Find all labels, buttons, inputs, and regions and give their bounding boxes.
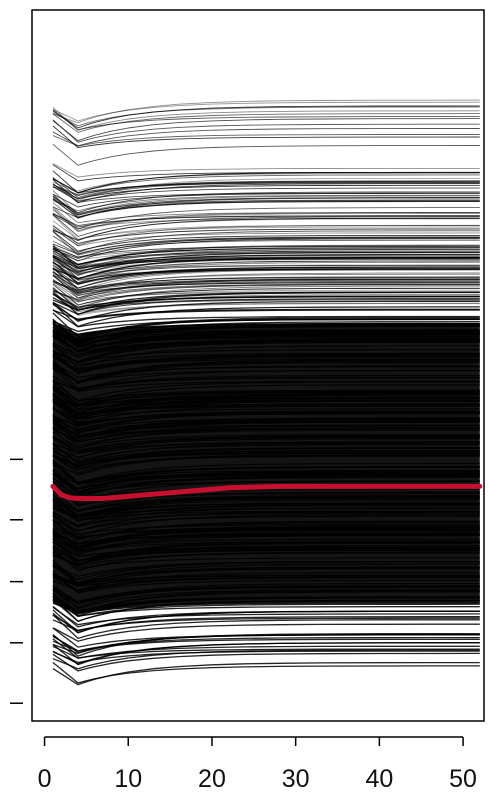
background-line [52,642,480,665]
background-line [52,257,480,279]
background-line [52,163,480,178]
background-line [52,260,480,280]
background-line [52,214,480,238]
background-line [52,290,480,315]
background-line [52,191,480,214]
background-line [52,134,480,147]
background-line [52,267,480,291]
x-tick-label: 10 [114,765,142,793]
background-line [52,231,480,256]
background-line [52,262,480,282]
x-tick-label: 0 [38,765,52,793]
background-line [52,291,480,311]
background-line [52,254,480,275]
background-line [52,283,480,306]
background-line [52,635,480,652]
background-line [52,303,480,321]
background-line [52,225,480,247]
background-line [52,198,480,218]
background-line [52,101,480,122]
background-line [52,128,480,147]
background-line [52,170,480,194]
background-line [52,256,480,269]
background-line [52,261,480,284]
background-line [52,274,480,294]
background-dense-core [52,322,480,615]
background-line [52,245,480,259]
background-line [52,215,480,240]
background-line [52,286,480,310]
background-line [52,318,480,333]
background-line [52,291,480,311]
background-line [52,192,480,208]
x-tick-label: 20 [198,765,226,793]
background-line [52,623,480,642]
background-line [52,645,480,659]
background-line [52,106,480,127]
background-line [52,193,480,218]
background-line [52,207,480,232]
background-line [52,245,480,269]
background-line [52,190,480,215]
background-line [52,288,480,306]
background-line [52,614,480,640]
background-line [52,279,480,300]
background-line [52,287,480,311]
highlight-series [50,483,483,501]
background-line [52,283,480,301]
background-line [52,661,480,686]
background-series [52,99,480,686]
background-line [52,266,480,285]
background-line [52,271,480,296]
background-line [52,609,480,634]
background-line [52,186,480,202]
background-line [52,250,480,265]
background-line [52,183,480,204]
background-line [52,302,480,328]
background-line [52,632,480,657]
background-line [52,177,480,198]
background-line [52,270,480,293]
y-axis [10,458,23,704]
background-line [52,125,480,149]
background-line [52,230,480,253]
background-line [52,254,480,273]
plot-frame [31,9,485,722]
background-line [52,143,480,166]
background-line [52,225,480,244]
background-line [52,255,480,272]
background-line [52,119,480,143]
background-line [52,293,480,313]
background-line [52,264,480,279]
background-line [52,217,480,241]
highlight-line [50,483,483,501]
background-line [52,616,480,632]
x-axis: 0 10 20 30 40 50 [38,736,477,793]
background-line [52,99,480,124]
x-tick-label: 40 [365,765,393,793]
background-line [52,248,480,272]
x-tick-label: 50 [449,765,477,793]
background-line [52,279,480,294]
background-line [52,652,480,672]
background-line [52,238,480,262]
x-tick-label: 30 [282,765,310,793]
background-line [52,230,480,252]
background-line [52,309,480,328]
background-line [52,209,480,233]
background-line [52,649,480,670]
background-line [52,661,480,684]
background-line [52,228,480,247]
background-line [52,244,480,267]
background-line [52,266,480,281]
background-line [52,251,480,266]
background-line [52,245,480,258]
background-line [52,113,480,133]
background-line [52,207,480,230]
background-line [52,177,480,194]
